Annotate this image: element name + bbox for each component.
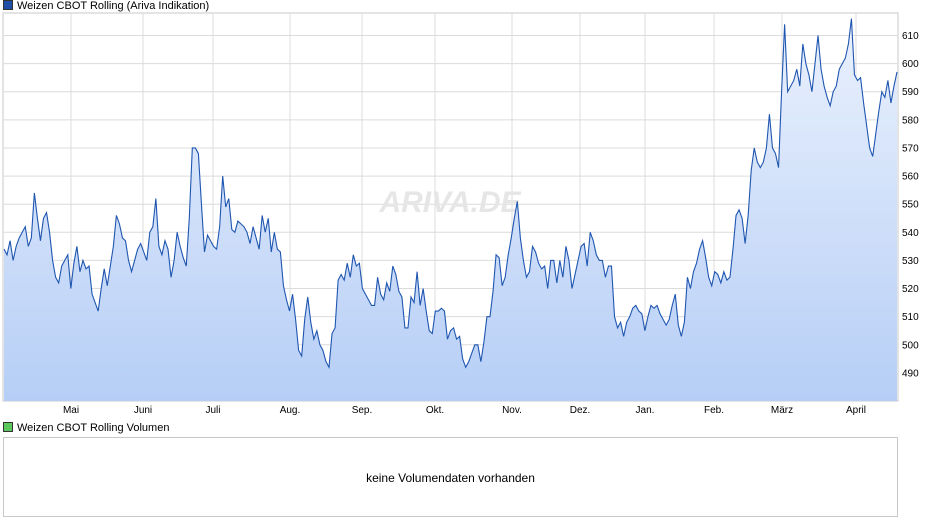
x-tick-label: Feb. <box>704 405 724 416</box>
x-tick-label: Mai <box>63 405 79 416</box>
price-area <box>4 18 897 402</box>
x-tick-label: Aug. <box>280 405 301 416</box>
x-tick-label: Dez. <box>570 405 591 416</box>
volume-legend: Weizen CBOT Rolling Volumen <box>3 422 169 435</box>
y-tick-label: 590 <box>902 87 919 98</box>
no-volume-message: keine Volumendaten vorhanden <box>366 471 535 485</box>
x-tick-label: Jan. <box>636 405 655 416</box>
y-tick-label: 600 <box>902 59 919 70</box>
x-tick-label: Juli <box>205 405 220 416</box>
x-tick-label: April <box>846 405 866 416</box>
y-tick-label: 500 <box>902 340 919 351</box>
y-tick-label: 570 <box>902 143 919 154</box>
y-tick-label: 520 <box>902 284 919 295</box>
y-tick-label: 540 <box>902 228 919 239</box>
y-tick-label: 510 <box>902 312 919 323</box>
volume-legend-label: Weizen CBOT Rolling Volumen <box>17 422 170 434</box>
price-line <box>3 18 898 370</box>
y-axis-ticks: 490 500 510 520 530 540 550 560 570 580 590 600 610 <box>902 31 919 379</box>
x-tick-label: März <box>771 405 793 416</box>
price-legend: Weizen CBOT Rolling (Ariva Indikation) <box>3 0 209 13</box>
y-tick-label: 580 <box>902 115 919 126</box>
x-axis-ticks: Mai Juni Juli Aug. Sep. Okt. Nov. Dez. Jan. Feb. M… <box>63 405 866 416</box>
y-tick-label: 490 <box>902 368 919 379</box>
watermark: ARIVA.DE <box>378 186 521 219</box>
price-chart: ARIVA.DE 490 500 510 520 530 540 550 560 570 580 5… <box>2 12 919 416</box>
volume-panel: keine Volumendaten vorhanden <box>3 437 898 517</box>
volume-legend-swatch <box>3 422 13 432</box>
x-tick-label: Okt. <box>426 405 444 416</box>
y-tick-label: 550 <box>902 200 919 211</box>
y-tick-label: 530 <box>902 256 919 267</box>
y-tick-label: 610 <box>902 31 919 42</box>
price-legend-label: Weizen CBOT Rolling (Ariva Indikation) <box>17 0 210 12</box>
x-tick-label: Sep. <box>352 405 373 416</box>
y-tick-label: 560 <box>902 172 919 183</box>
price-legend-swatch <box>3 0 13 10</box>
x-tick-label: Nov. <box>502 405 522 416</box>
x-tick-label: Juni <box>134 405 152 416</box>
